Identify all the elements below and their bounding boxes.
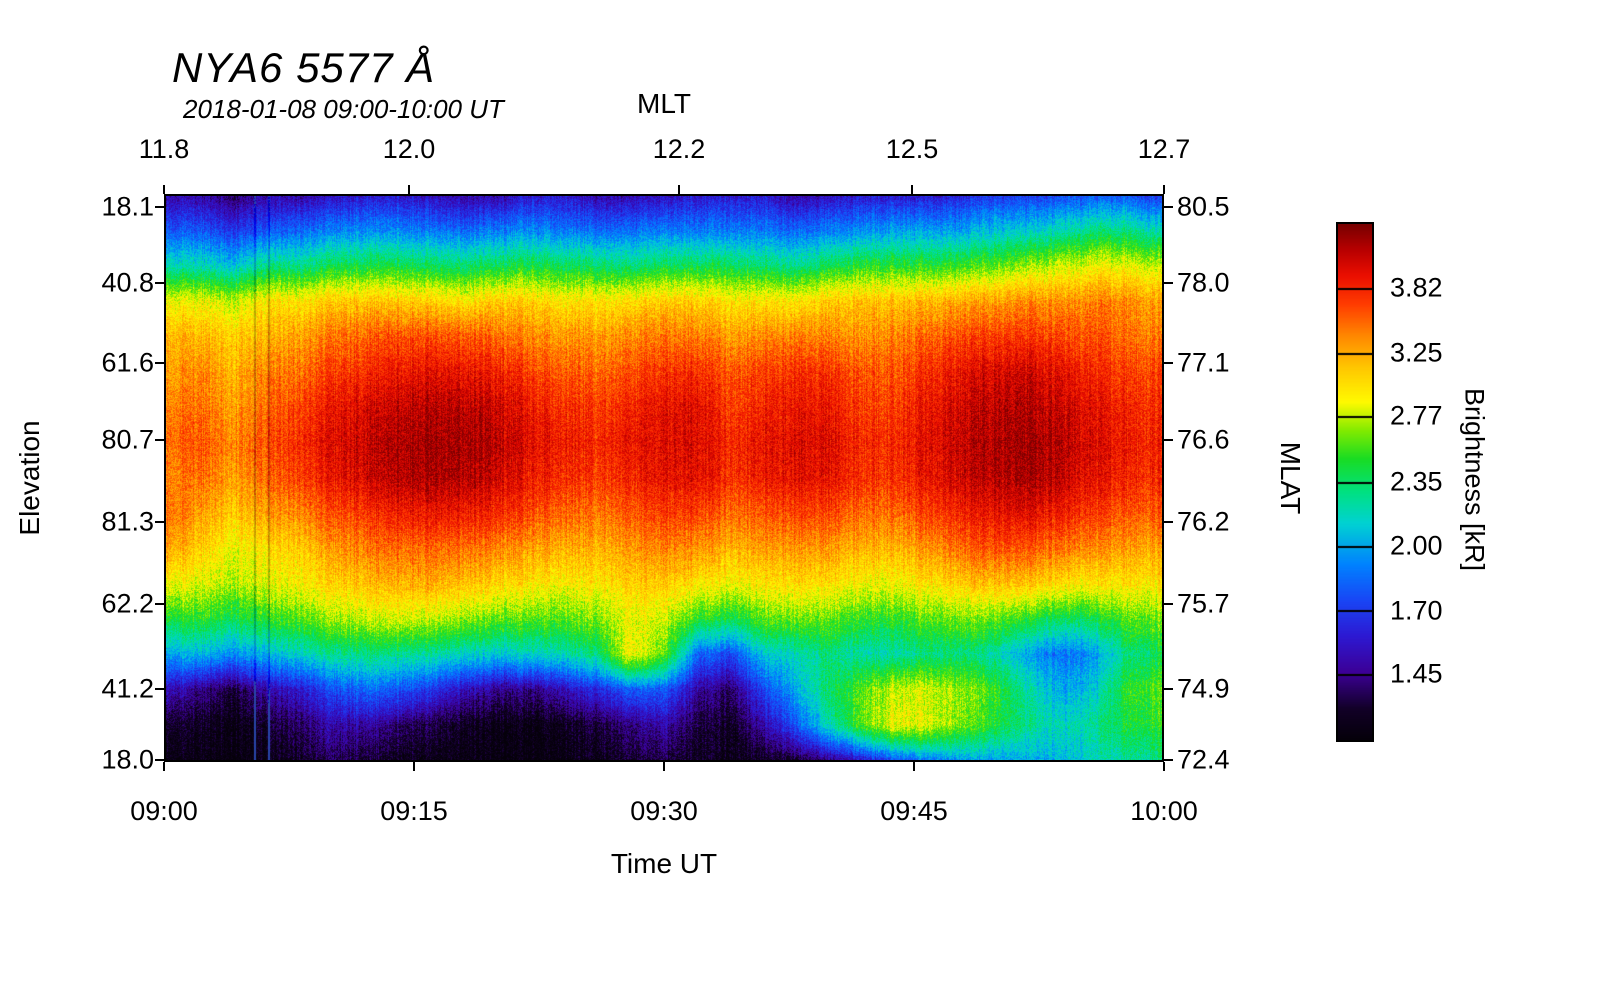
- colorbar-frame: [1336, 222, 1374, 742]
- left-tick-label: 18.1: [101, 191, 154, 222]
- bottom-tick-mark: [163, 762, 165, 771]
- right-tick-mark: [1164, 438, 1173, 441]
- figure-title: NYA6 5577 Å: [172, 44, 436, 91]
- right-tick-label: 75.7: [1177, 588, 1230, 619]
- left-tick-mark: [155, 602, 164, 605]
- bottom-tick-mark: [913, 762, 915, 771]
- right-tick-mark: [1164, 759, 1173, 762]
- bottom-tick-label: 10:00: [1130, 796, 1198, 826]
- bottom-tick-mark: [663, 762, 665, 771]
- top-tick-mark: [1163, 185, 1165, 194]
- left-tick-label: 61.6: [101, 347, 154, 378]
- top-tick-mark: [911, 185, 913, 194]
- top-tick-label: 12.2: [652, 134, 706, 164]
- colorbar-tick-label: 2.00: [1390, 530, 1443, 561]
- figure-subtitle: 2018-01-08 09:00-10:00 UT: [183, 94, 504, 124]
- bottom-tick-mark: [413, 762, 415, 771]
- right-tick-mark: [1164, 521, 1173, 524]
- right-tick-mark: [1164, 361, 1173, 364]
- bottom-tick-mark: [1163, 762, 1165, 771]
- colorbar-tick-label: 1.70: [1390, 595, 1443, 626]
- left-tick-label: 81.3: [101, 506, 154, 537]
- left-tick-label: 62.2: [101, 588, 154, 619]
- left-axis-title: Elevation: [14, 420, 45, 536]
- top-tick-label: 11.8: [138, 134, 190, 164]
- left-tick-label: 18.0: [101, 744, 154, 775]
- right-tick-label: 78.0: [1177, 267, 1230, 298]
- colorbar-tick-label: 2.35: [1390, 466, 1443, 497]
- top-tick-label: 12.0: [382, 134, 436, 164]
- right-tick-mark: [1164, 281, 1173, 284]
- left-tick-label: 80.7: [101, 424, 154, 455]
- top-tick-label: 12.5: [885, 134, 939, 164]
- left-tick-mark: [155, 759, 164, 762]
- bottom-axis-title: Time UT: [610, 848, 718, 879]
- keogram-canvas: [166, 196, 1162, 760]
- left-tick-mark: [155, 361, 164, 364]
- right-tick-label: 72.4: [1177, 744, 1230, 775]
- left-tick-mark: [155, 206, 164, 209]
- right-axis-title: MLAT: [1275, 441, 1306, 515]
- left-tick-label: 40.8: [101, 267, 154, 298]
- plot-frame: [164, 194, 1164, 762]
- right-tick-mark: [1164, 602, 1173, 605]
- left-tick-mark: [155, 687, 164, 690]
- right-tick-label: 76.6: [1177, 424, 1230, 455]
- right-tick-label: 76.2: [1177, 506, 1230, 537]
- colorbar-tick-label: 1.45: [1390, 658, 1443, 689]
- left-tick-label: 41.2: [101, 673, 154, 704]
- colorbar-title: Brightness [kR]: [1459, 387, 1490, 572]
- top-tick-mark: [678, 185, 680, 194]
- bottom-tick-label: 09:00: [130, 796, 198, 826]
- right-tick-label: 74.9: [1177, 673, 1230, 704]
- left-tick-mark: [155, 281, 164, 284]
- top-tick-label: 12.7: [1137, 134, 1191, 164]
- right-tick-label: 80.5: [1177, 191, 1230, 222]
- bottom-tick-label: 09:45: [880, 796, 948, 826]
- bottom-tick-label: 09:30: [630, 796, 698, 826]
- top-tick-mark: [408, 185, 410, 194]
- left-tick-mark: [155, 521, 164, 524]
- right-tick-label: 77.1: [1177, 347, 1230, 378]
- bottom-tick-label: 09:15: [380, 796, 448, 826]
- top-tick-mark: [163, 185, 165, 194]
- colorbar-canvas: [1338, 224, 1372, 740]
- left-tick-mark: [155, 438, 164, 441]
- colorbar-tick-label: 3.25: [1390, 337, 1443, 368]
- top-axis-title: MLT: [637, 88, 691, 119]
- right-tick-mark: [1164, 206, 1173, 209]
- right-tick-mark: [1164, 687, 1173, 690]
- colorbar-tick-label: 2.77: [1390, 400, 1443, 431]
- colorbar-tick-label: 3.82: [1390, 272, 1443, 303]
